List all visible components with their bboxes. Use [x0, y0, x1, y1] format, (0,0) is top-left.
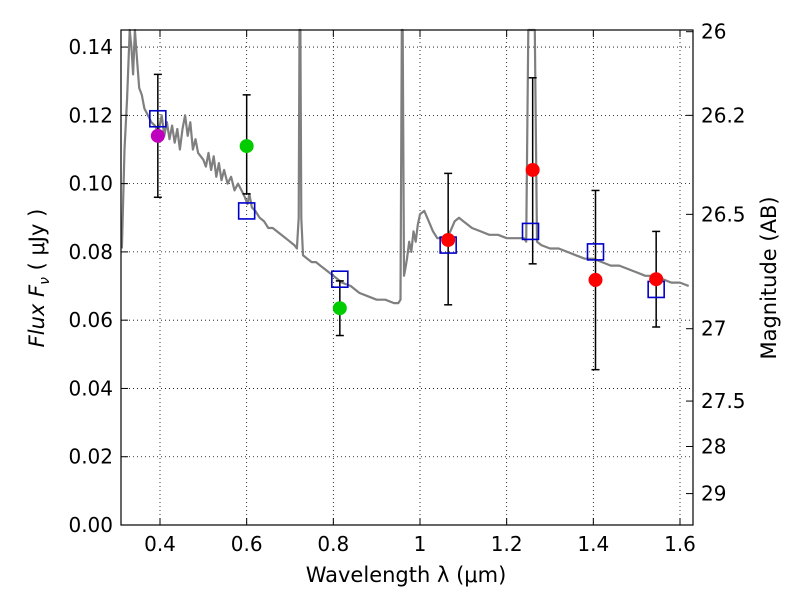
x-tick-label-4: 1.2 [491, 532, 523, 556]
x-tick-label-3: 1 [414, 532, 427, 556]
y-tick-label-4: 0.08 [68, 240, 113, 264]
model-photometry-point-1 [237, 202, 256, 220]
x-tick-label-0: 0.4 [144, 532, 176, 556]
y-axis-label-unit: ( μJy ) [25, 209, 49, 277]
y2-tick-label-3: 27 [701, 317, 726, 341]
axes-layer: 0.4 0.6 0.8 1 1.2 1.4 1.6 0.00 0.02 0.04 0.06 0.08 0… [68, 20, 745, 556]
observed-point-3 [441, 232, 456, 247]
y-tick-label-5: 0.10 [68, 172, 113, 196]
y2-tick-label-1: 26.2 [701, 103, 746, 127]
observed-point-4 [525, 162, 540, 177]
y-axis-label-main: Flux F [25, 284, 49, 347]
data-layer [120, 28, 690, 371]
y2-tick-label-0: 26 [701, 20, 726, 44]
plot-frame [120, 29, 694, 526]
y2-tick-label-2: 26.5 [701, 202, 746, 226]
x-tick-label-2: 0.8 [317, 532, 349, 556]
observed-point-5 [588, 272, 603, 287]
x-tick-label-5: 1.4 [577, 532, 609, 556]
y-tick-label-3: 0.06 [68, 308, 113, 332]
observed-point-6 [649, 272, 664, 287]
model-photometry-point-4 [521, 222, 540, 241]
observed-point-1 [239, 139, 254, 154]
model-photometry-point-2 [331, 270, 349, 289]
y-tick-label-7: 0.14 [68, 35, 113, 59]
y-axis-label: Flux Fν ( μJy ) [25, 209, 53, 348]
x-tick-label-6: 1.6 [664, 532, 696, 556]
y-axis-label-sub: ν [37, 277, 53, 285]
y-tick-label-6: 0.12 [68, 103, 113, 127]
sed-model-line [120, 28, 690, 305]
model-photometry-point-5 [586, 243, 605, 261]
x-axis-label: Wavelength λ (μm) [306, 563, 507, 587]
y-tick-label-0: 0.00 [68, 513, 113, 537]
y2-tick-label-4: 27.5 [701, 389, 746, 413]
y2-tick-label-5: 28 [701, 434, 726, 458]
y2-tick-label-6: 29 [701, 482, 726, 506]
y-tick-label-2: 0.04 [68, 376, 113, 400]
model-photometry-point-0 [149, 109, 167, 128]
y-tick-label-1: 0.02 [68, 445, 113, 469]
y2-axis-label: Magnitude (AB) [757, 196, 781, 359]
observed-point-2 [332, 301, 347, 316]
x-tick-label-1: 0.6 [231, 532, 263, 556]
observed-point-0 [150, 128, 165, 143]
grid-layer [121, 30, 693, 526]
